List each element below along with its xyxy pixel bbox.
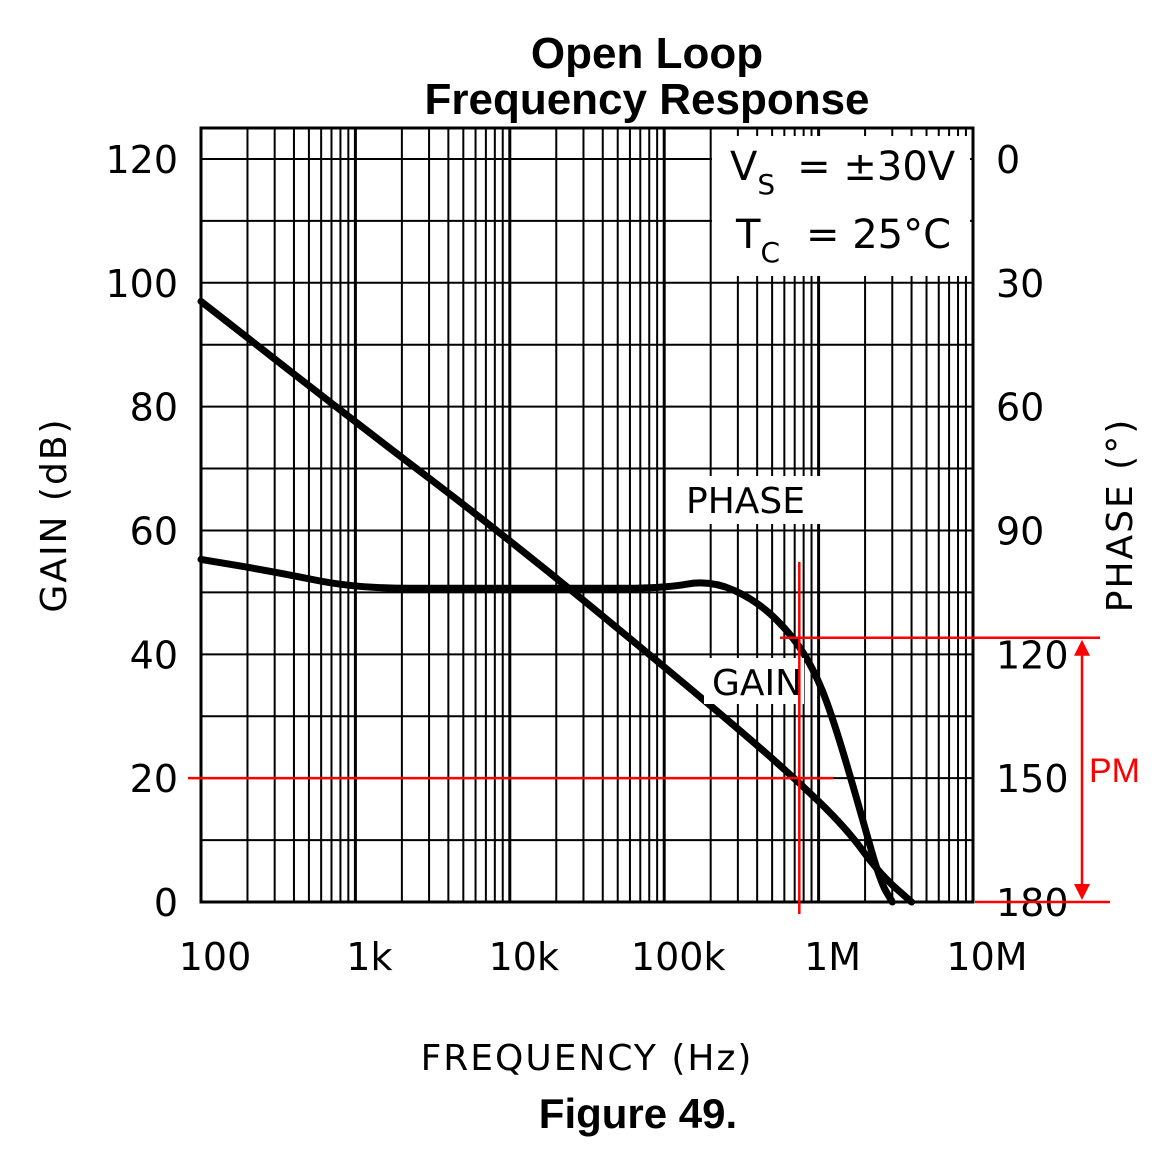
x-tick-label: 1k <box>346 935 392 979</box>
data-series <box>197 297 916 906</box>
y-right-tick-label: 120 <box>996 633 1069 677</box>
x-tick-label: 10k <box>489 935 559 979</box>
y-left-tick-label: 100 <box>105 262 178 306</box>
y-left-tick-label: 80 <box>130 386 178 430</box>
gain-label-background <box>704 658 804 704</box>
x-tick-label: 100 <box>179 935 252 979</box>
gain-curve <box>197 297 916 906</box>
vs-symbol: V <box>730 144 758 190</box>
tc-symbol: T <box>735 212 761 258</box>
chart-title-line-1: Open Loop <box>531 29 763 78</box>
x-tick-label: 100k <box>631 935 726 979</box>
conditions-box: VS = ±30V TC = 25°C <box>712 136 970 276</box>
y-left-tick-label: 0 <box>154 881 178 925</box>
phase-margin-label: PM <box>1089 752 1140 790</box>
chart-title-line-2: Frequency Response <box>424 75 869 124</box>
y-left-tick-label: 120 <box>105 138 178 182</box>
phase-margin-annotation <box>188 562 1110 914</box>
x-axis-label: FREQUENCY (Hz) <box>421 1038 754 1079</box>
axis-tick-labels: 100 1k 10k 100k 1M 10M 0 20 40 60 80 100 120 0 30 60 90 1… <box>105 138 1068 979</box>
y-right-tick-label: 150 <box>996 757 1069 801</box>
conditions-box-background <box>712 136 970 276</box>
y-axis-right-label: PHASE (°) <box>1100 418 1141 613</box>
x-tick-label: 10M <box>946 935 1027 979</box>
y-right-tick-label: 30 <box>996 262 1044 306</box>
y-left-tick-label: 60 <box>130 509 178 553</box>
y-right-tick-label: 60 <box>996 386 1044 430</box>
y-left-tick-label: 20 <box>130 757 178 801</box>
tc-subscript: C <box>760 236 780 269</box>
phase-label-background <box>676 476 860 524</box>
phase-series-label: PHASE <box>686 481 805 522</box>
y-right-tick-label: 0 <box>996 138 1020 182</box>
y-axis-left-label: GAIN (dB) <box>34 417 75 612</box>
phase-curve <box>197 555 896 906</box>
tc-value: = 25°C <box>806 212 951 258</box>
vs-value: = ±30V <box>797 144 956 190</box>
phase-margin-arrow-head-down <box>1074 884 1090 900</box>
y-left-tick-label: 40 <box>130 633 178 677</box>
x-tick-label: 1M <box>804 935 861 979</box>
y-right-tick-label: 90 <box>996 509 1044 553</box>
vs-subscript: S <box>757 168 775 201</box>
gain-series-label: GAIN <box>712 663 802 704</box>
supply-voltage-condition: VS = ±30V <box>730 144 956 201</box>
figure-caption: Figure 49. <box>539 1090 737 1137</box>
phase-margin-arrow-head-up <box>1074 639 1090 656</box>
case-temperature-condition: TC = 25°C <box>735 212 951 269</box>
